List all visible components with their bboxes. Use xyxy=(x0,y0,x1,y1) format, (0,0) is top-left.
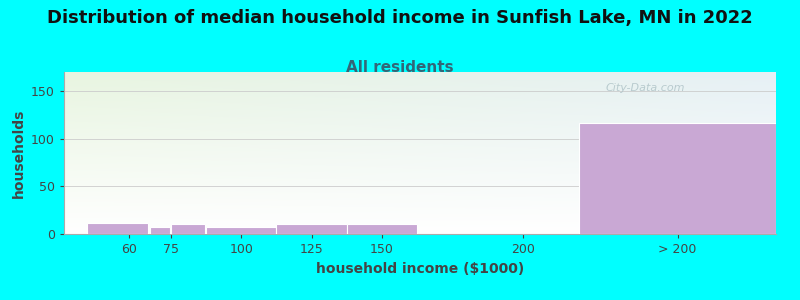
Bar xyxy=(150,227,170,234)
Bar xyxy=(579,122,776,234)
Text: Distribution of median household income in Sunfish Lake, MN in 2022: Distribution of median household income … xyxy=(47,9,753,27)
Text: City-Data.com: City-Data.com xyxy=(605,83,685,93)
Y-axis label: households: households xyxy=(11,108,26,198)
Bar xyxy=(206,227,277,234)
Bar xyxy=(86,223,149,234)
X-axis label: household income ($1000): household income ($1000) xyxy=(316,262,524,276)
Bar xyxy=(171,224,205,234)
Bar xyxy=(277,224,347,234)
Bar xyxy=(347,224,417,234)
Text: All residents: All residents xyxy=(346,60,454,75)
